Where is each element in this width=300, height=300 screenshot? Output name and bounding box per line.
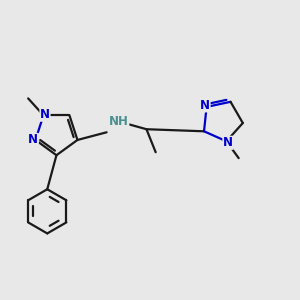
Text: N: N [200,99,210,112]
Text: NH: NH [109,115,129,128]
Text: N: N [28,134,38,146]
Text: N: N [40,108,50,121]
Text: N: N [223,136,233,149]
